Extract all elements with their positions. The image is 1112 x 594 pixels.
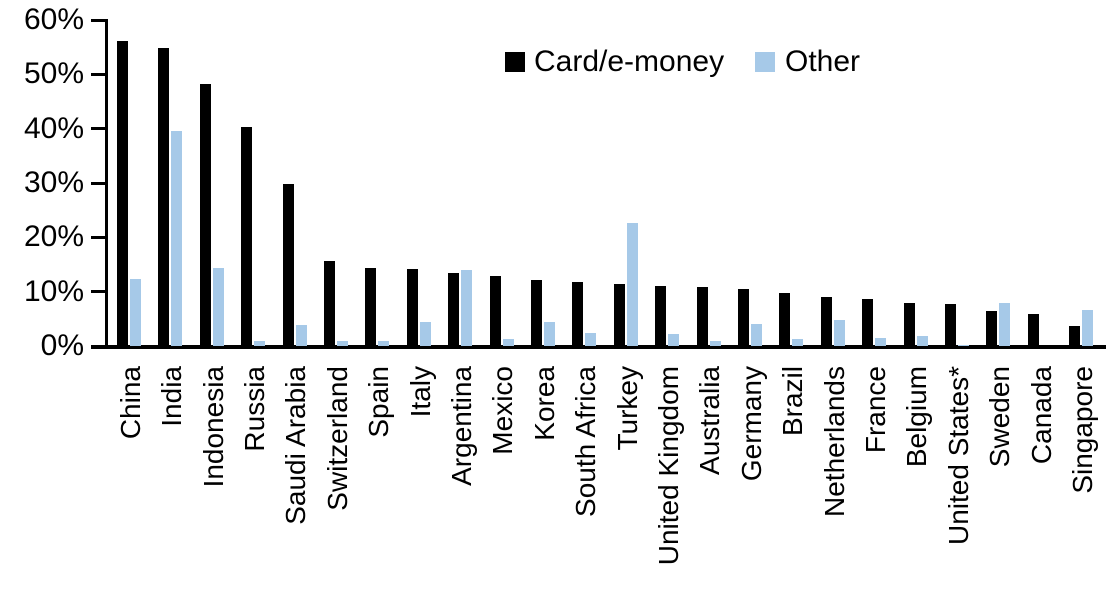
y-tick-40 (91, 127, 107, 131)
bar-other-turkey (627, 223, 638, 346)
x-axis-label-netherlands: Netherlands (819, 366, 850, 517)
x-axis-label-brazil: Brazil (777, 366, 808, 437)
y-axis-label-40: 40% (23, 111, 84, 145)
bar-card-e-money-germany (738, 289, 749, 346)
x-axis-label-united-states: United States* (943, 366, 974, 545)
bar-card-e-money-argentina (448, 273, 459, 346)
x-axis-label-indonesia: Indonesia (198, 366, 229, 488)
bar-other-korea (544, 322, 555, 346)
bar-card-e-money-mexico (490, 276, 501, 346)
x-axis-label-singapore: Singapore (1067, 366, 1098, 494)
legend-swatch-other (755, 52, 775, 72)
x-axis-label-india: India (156, 366, 187, 427)
bar-other-netherlands (834, 320, 845, 346)
bar-other-singapore (1082, 310, 1093, 346)
bar-card-e-money-saudi-arabia (283, 184, 294, 346)
bar-card-e-money-italy (407, 269, 418, 346)
bar-other-italy (420, 322, 431, 346)
x-axis-label-canada: Canada (1026, 366, 1057, 465)
x-axis-label-germany: Germany (736, 366, 767, 482)
bar-card-e-money-brazil (779, 293, 790, 346)
bar-other-belgium (917, 336, 928, 346)
bar-other-argentina (461, 270, 472, 346)
y-axis-label-60: 60% (23, 3, 84, 36)
x-axis-label-russia: Russia (239, 366, 270, 452)
bar-card-e-money-russia (241, 127, 252, 346)
bar-card-e-money-korea (531, 280, 542, 346)
bar-other-indonesia (213, 268, 224, 346)
bar-card-e-money-france (862, 299, 873, 346)
bar-card-e-money-switzerland (324, 261, 335, 346)
y-tick-30 (91, 181, 107, 185)
x-axis-line (91, 345, 1106, 349)
x-axis-label-australia: Australia (694, 366, 725, 475)
bar-other-sweden (999, 303, 1010, 346)
bar-card-e-money-turkey (614, 284, 625, 346)
bar-card-e-money-united-kingdom (655, 286, 666, 346)
y-tick-0 (91, 344, 107, 348)
y-axis-label-20: 20% (23, 220, 84, 254)
bar-other-spain (378, 341, 389, 346)
bar-card-e-money-indonesia (200, 84, 211, 346)
x-axis-label-korea: Korea (529, 366, 560, 441)
bar-card-e-money-south-africa (572, 282, 583, 346)
y-axis-label-50: 50% (23, 57, 84, 91)
bar-other-brazil (792, 339, 803, 346)
bar-other-switzerland (337, 341, 348, 346)
bar-other-south-africa (585, 333, 596, 346)
bar-card-e-money-canada (1028, 314, 1039, 346)
bar-other-india (171, 131, 182, 346)
legend-swatch-card-e-money (505, 52, 525, 72)
bar-other-australia (710, 341, 721, 346)
bar-other-united-kingdom (668, 334, 679, 346)
bar-card-e-money-india (158, 48, 169, 346)
bar-card-e-money-united-states (945, 304, 956, 346)
bar-other-russia (254, 341, 265, 346)
bar-other-france (875, 338, 886, 346)
x-axis-label-mexico: Mexico (487, 366, 518, 455)
bar-card-e-money-australia (697, 287, 708, 346)
y-tick-10 (91, 290, 107, 294)
bar-card-e-money-netherlands (821, 297, 832, 346)
x-axis-label-italy: Italy (405, 366, 436, 418)
y-tick-60 (91, 18, 107, 22)
y-axis-label-30: 30% (23, 166, 84, 199)
x-axis-label-south-africa: South Africa (570, 366, 601, 517)
x-axis-label-saudi-arabia: Saudi Arabia (280, 366, 311, 525)
y-tick-50 (91, 72, 107, 76)
legend-label-other: Other (785, 45, 861, 78)
x-axis-label-switzerland: Switzerland (322, 366, 353, 511)
x-axis-label-france: France (860, 366, 891, 454)
x-axis-label-argentina: Argentina (446, 366, 477, 486)
x-axis-label-united-kingdom: United Kingdom (653, 366, 684, 566)
bar-other-united-states (958, 345, 969, 346)
bar-other-china (130, 279, 141, 346)
bar-other-germany (751, 324, 762, 346)
y-axis-label-10: 10% (23, 274, 84, 308)
x-axis-label-spain: Spain (363, 366, 394, 438)
legend-label-card-e-money: Card/e-money (534, 45, 725, 78)
x-axis-label-belgium: Belgium (901, 366, 932, 468)
bar-card-e-money-singapore (1069, 326, 1080, 346)
bar-card-e-money-belgium (904, 303, 915, 346)
bar-card-e-money-china (117, 41, 128, 346)
bar-card-e-money-spain (365, 268, 376, 346)
x-axis-label-sweden: Sweden (984, 366, 1015, 468)
x-axis-label-turkey: Turkey (612, 366, 643, 451)
x-axis-label-china: China (115, 366, 146, 440)
y-tick-20 (91, 235, 107, 239)
y-axis-label-0: 0% (40, 329, 84, 362)
bar-other-saudi-arabia (296, 325, 307, 346)
bar-other-mexico (503, 339, 514, 346)
bar-card-e-money-sweden (986, 311, 997, 346)
